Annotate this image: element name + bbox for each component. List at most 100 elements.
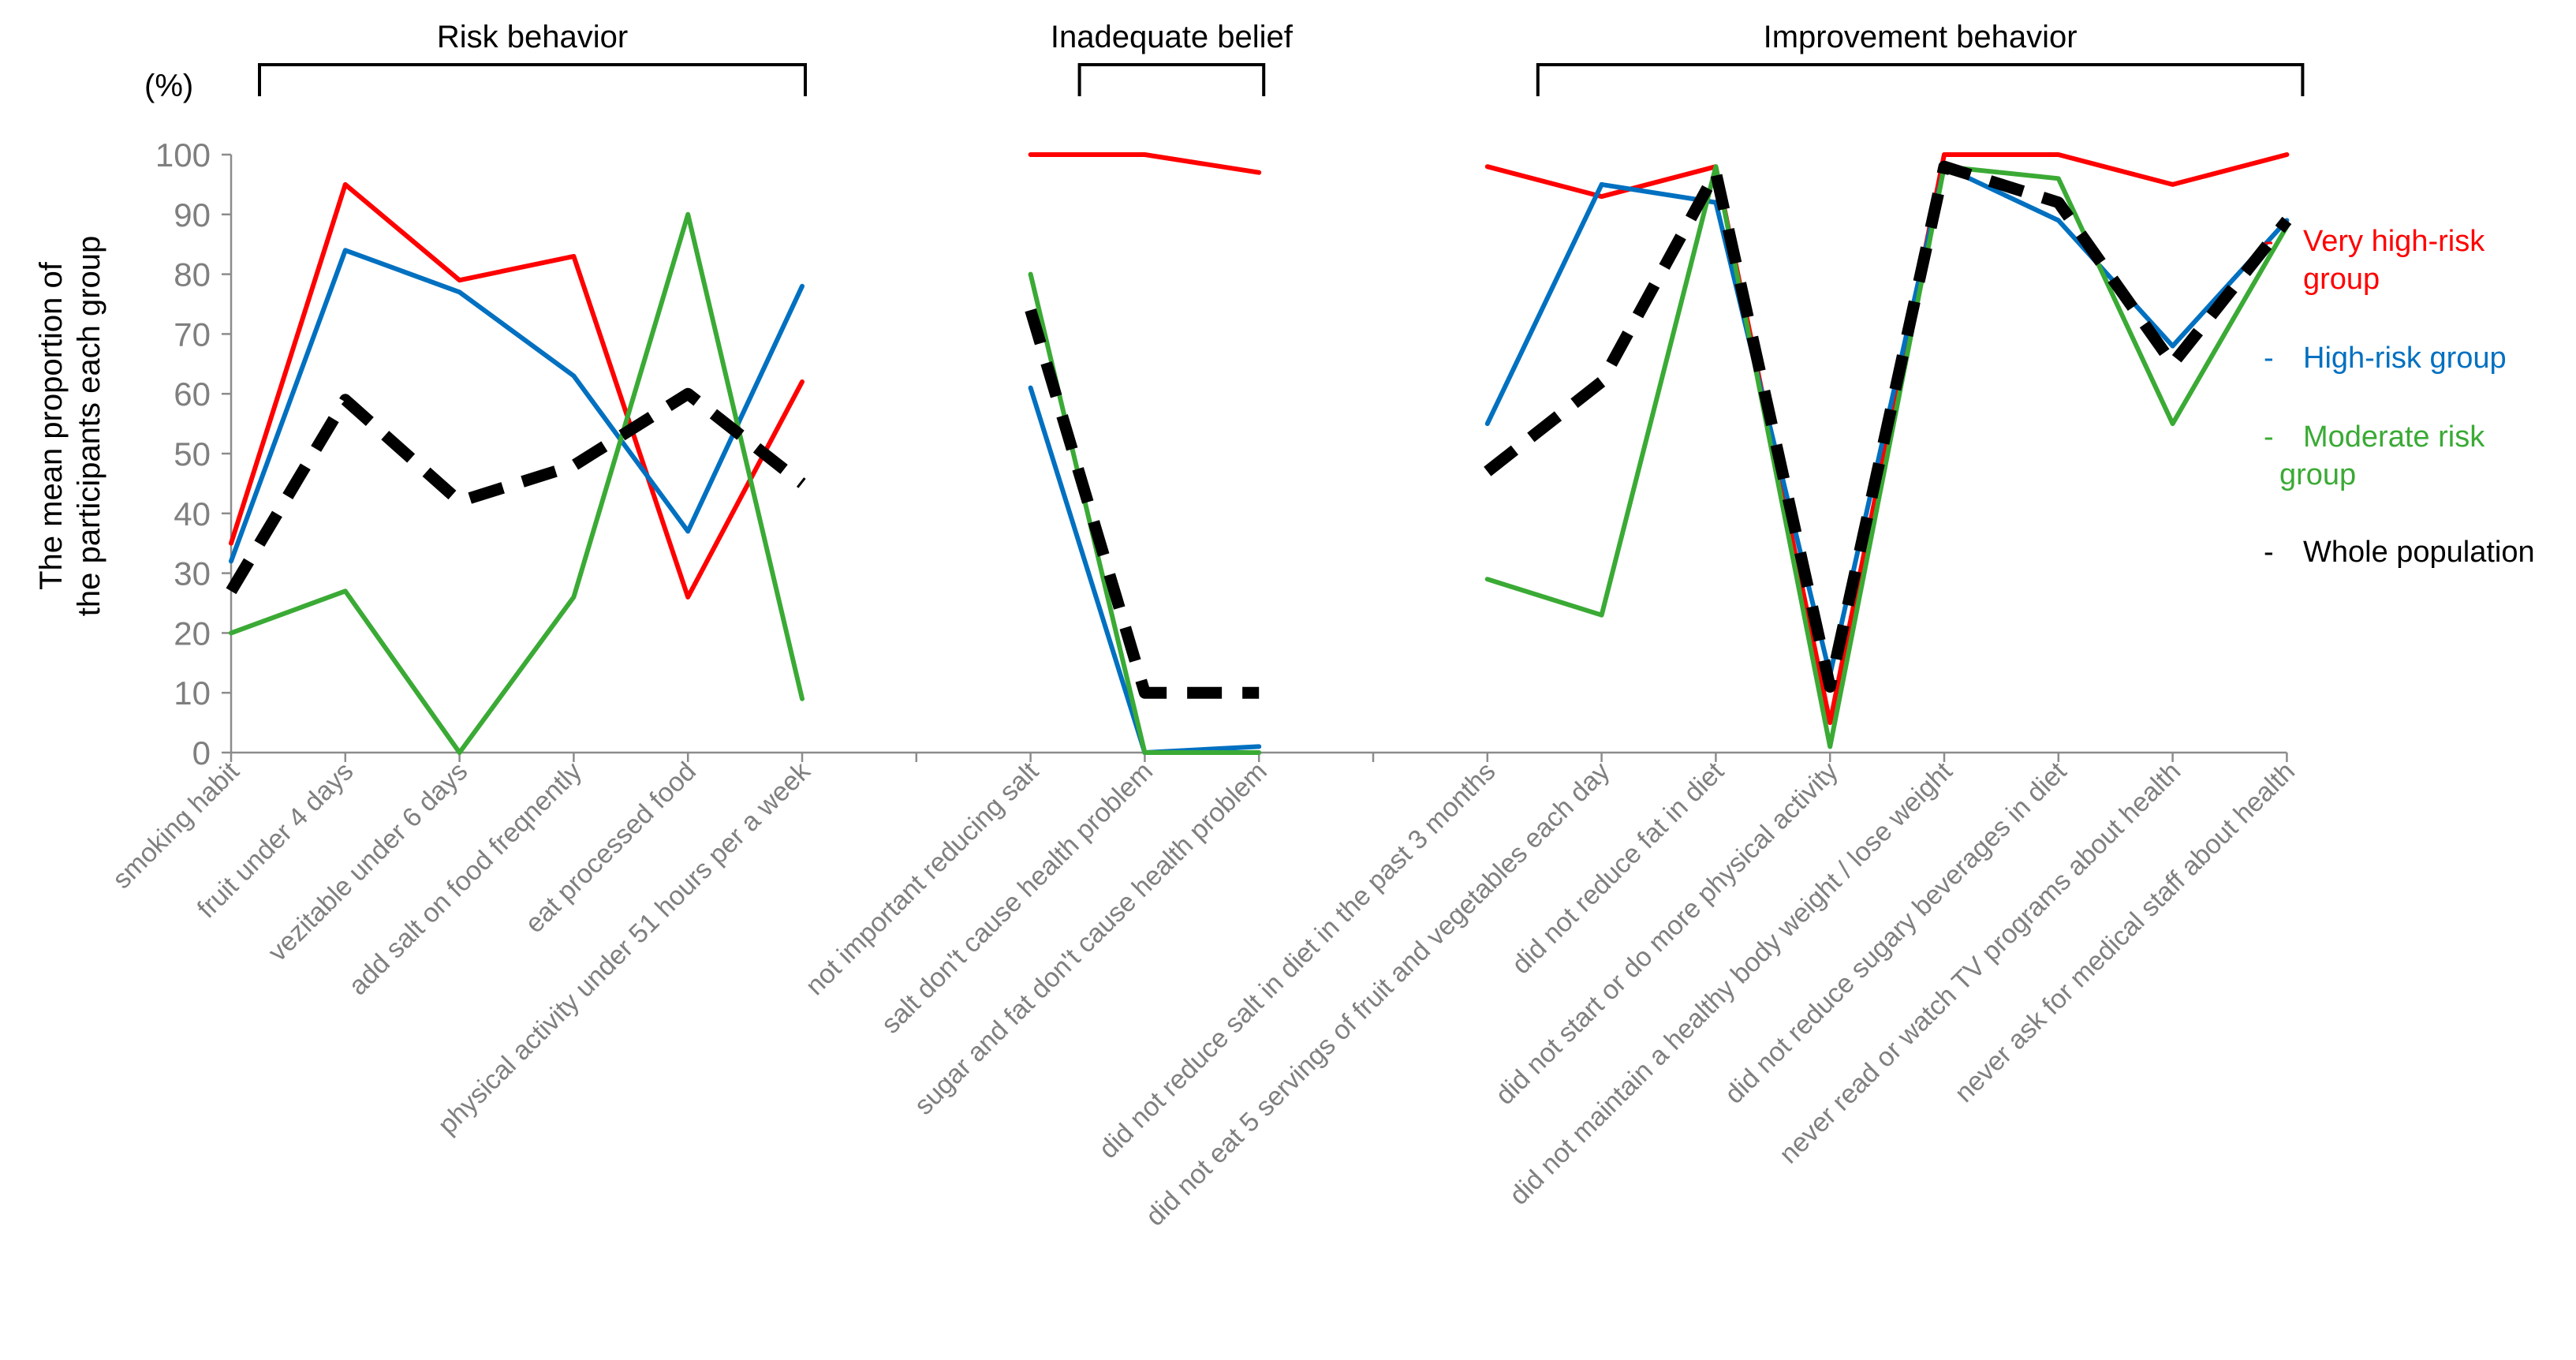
data-point xyxy=(2171,183,2175,186)
data-point xyxy=(1600,183,1603,186)
series-lines xyxy=(226,152,2292,755)
x-tick-label: not important reducing salt xyxy=(800,756,1045,1001)
data-point xyxy=(230,589,233,592)
data-point xyxy=(1257,691,1260,694)
data-point xyxy=(2285,153,2288,156)
data-point xyxy=(2285,219,2288,222)
data-point xyxy=(1257,751,1260,754)
y-axis-title-line: The mean proportion of xyxy=(34,261,69,590)
data-point xyxy=(1029,308,1032,312)
legend-marker: - xyxy=(2264,420,2274,454)
data-point xyxy=(1486,470,1489,473)
data-point xyxy=(458,500,461,503)
series-very-high-risk-group xyxy=(229,152,2290,726)
data-point xyxy=(458,290,461,293)
data-point xyxy=(230,631,233,634)
y-tick-label: 90 xyxy=(174,196,211,234)
x-tick-label: did not reduce fat in diet xyxy=(1506,756,1730,980)
y-tick-label: 50 xyxy=(174,435,211,473)
series-line-high-risk-group xyxy=(229,164,2290,755)
data-point xyxy=(1486,422,1489,425)
data-point xyxy=(686,392,689,395)
x-tick-label: did not reduce salt in diet in the past … xyxy=(1093,757,1501,1164)
data-point xyxy=(1943,153,1946,156)
data-point xyxy=(2057,177,2060,180)
data-point xyxy=(1828,686,1831,689)
data-point xyxy=(344,248,347,252)
axes xyxy=(222,153,2288,762)
data-point xyxy=(1486,577,1489,581)
group-label-inadequate-belief: Inadequate belief xyxy=(1051,20,1294,54)
series-line-moderate-risk-group xyxy=(229,164,2290,755)
data-point xyxy=(686,596,689,599)
y-tick-label: 60 xyxy=(174,375,211,413)
legend-label-high-risk-group: High-risk group xyxy=(2303,342,2507,375)
data-point xyxy=(1600,195,1603,198)
data-point xyxy=(1143,153,1146,156)
data-point xyxy=(1714,171,1717,174)
data-point xyxy=(801,285,804,288)
x-tick-label: did not maintain a healthy body weight /… xyxy=(1503,756,1958,1211)
data-point xyxy=(801,380,804,383)
y-axis-title-line: the participants each group xyxy=(72,236,106,617)
legend-label-very-high-risk-group: group xyxy=(2303,263,2380,296)
y-tick-label: 40 xyxy=(174,495,211,532)
data-point xyxy=(686,213,689,216)
data-point xyxy=(2171,345,2175,348)
group-brackets: Risk behavior Inadequate belief Improvemen… xyxy=(258,20,2305,96)
data-point xyxy=(344,589,347,592)
legend-marker: - xyxy=(2264,536,2274,569)
data-point xyxy=(1029,273,1032,276)
y-unit-label: (%) xyxy=(144,69,193,103)
data-point xyxy=(1714,165,1717,168)
data-point xyxy=(686,530,689,533)
data-point xyxy=(1257,745,1260,748)
y-tick-label: 0 xyxy=(192,734,211,772)
data-point xyxy=(230,542,233,545)
legend-label-very-high-risk-group: Very high-risk xyxy=(2303,225,2485,258)
y-tick-labels: 0 10 20 30 40 50 60 70 80 90 100 xyxy=(155,136,211,772)
data-point xyxy=(801,697,804,701)
series-whole-population xyxy=(226,160,2292,699)
x-tick-label: add salt on food freqnently xyxy=(343,757,588,1001)
data-point xyxy=(1143,691,1146,694)
data-point xyxy=(1486,165,1489,168)
data-point xyxy=(572,255,575,258)
data-point xyxy=(1600,380,1603,383)
bracket-risk-behavior xyxy=(258,63,807,96)
data-point xyxy=(2057,201,2060,204)
data-point xyxy=(230,559,233,562)
data-point xyxy=(458,278,461,282)
y-tick-label: 30 xyxy=(174,555,211,592)
data-point xyxy=(344,183,347,186)
x-tick-label: never read or watch TV programs about he… xyxy=(1774,757,2187,1170)
data-point xyxy=(572,464,575,467)
y-tick-label: 100 xyxy=(155,136,211,174)
y-tick-label: 10 xyxy=(174,674,211,712)
group-label-improvement-behavior: Improvement behavior xyxy=(1764,20,2078,54)
data-point xyxy=(572,374,575,377)
legend-marker: - xyxy=(2264,225,2274,258)
data-point xyxy=(2171,422,2175,425)
data-point xyxy=(458,751,461,754)
data-point xyxy=(1828,721,1831,724)
y-tick-label: 70 xyxy=(174,316,211,353)
data-point xyxy=(2171,362,2175,365)
series-line-whole-population xyxy=(226,160,2292,699)
legend-label-moderate-risk-group: group xyxy=(2279,458,2356,491)
data-point xyxy=(1600,614,1603,617)
bracket-inadequate-belief xyxy=(1077,63,1266,96)
data-point xyxy=(1257,171,1260,174)
data-point xyxy=(1029,387,1032,390)
data-point xyxy=(1943,165,1946,168)
y-tick-label: 20 xyxy=(174,615,211,652)
data-point xyxy=(2057,153,2060,156)
data-point xyxy=(1143,751,1146,754)
data-point xyxy=(2057,219,2060,222)
legend-label-whole-population: Whole population xyxy=(2303,536,2535,569)
series-line-very-high-risk-group xyxy=(229,152,2290,726)
data-point xyxy=(801,482,804,485)
